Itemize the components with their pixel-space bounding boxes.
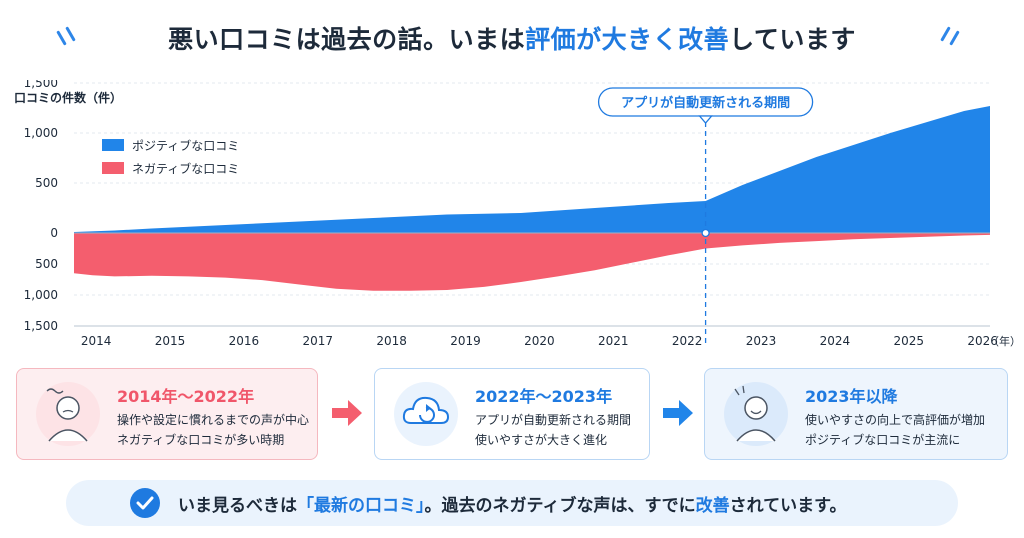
- annotation-pointer: [698, 115, 714, 124]
- worried-person-icon: [36, 382, 100, 446]
- legend-positive-label: ポジティブな口コミ: [132, 138, 239, 153]
- x-tick-label: 2023: [746, 334, 777, 348]
- x-tick-label: 2014: [81, 334, 112, 348]
- step-2-line-1: アプリが自動更新される期間: [475, 413, 632, 427]
- headline: 悪い口コミは過去の話。いまは評価が大きく改善しています: [0, 20, 1024, 56]
- x-tick-label: 2018: [376, 334, 407, 348]
- headline-text: 悪い口コミは過去の話。いまは: [168, 25, 526, 54]
- annotation-dot: [701, 228, 710, 238]
- x-ticks: 2014 2015 2016 2017 2018 2019 2020 2021 2022 2023…: [74, 325, 998, 348]
- step-2-title: 2022年～2023年: [475, 387, 613, 406]
- area-chart: 口コミの件数（件） 1,500 1,000 500 0 500 1,000 1,500 20…: [14, 80, 1021, 348]
- y-tick-label: 500: [35, 257, 58, 271]
- bottom-highlight-2: 改善: [695, 496, 730, 516]
- x-tick-label: 2021: [598, 334, 629, 348]
- legend-negative-swatch: [102, 162, 124, 174]
- x-tick-label: 2024: [820, 334, 851, 348]
- step-1-line-2: ネガティブな口コミが多い時期: [117, 433, 285, 447]
- y-axis-label: 口コミの件数（件）: [14, 90, 122, 105]
- step-1-title: 2014年～2022年: [117, 387, 255, 406]
- step-3-line-1: 使いやすさの向上で高評価が増加: [805, 413, 986, 427]
- x-tick-label: 2016: [229, 334, 260, 348]
- y-tick-label: 0: [50, 226, 58, 240]
- x-tick-label: 2015: [155, 334, 186, 348]
- annotation: アプリが自動更新される期間: [597, 87, 814, 346]
- y-tick-label: 1,500: [24, 319, 58, 333]
- step-1-line-1: 操作や設定に慣れるまでの声が中心: [117, 413, 310, 427]
- arrow-right-icon: [332, 400, 362, 426]
- legend: ポジティブな口コミ ネガティブな口コミ: [102, 138, 239, 176]
- positive-area: [74, 106, 990, 233]
- headline-highlight: 評価が大きく改善: [525, 25, 730, 54]
- x-tick-label: 2022: [672, 334, 703, 348]
- negative-area: [74, 233, 990, 291]
- cloud-update-icon: [394, 382, 458, 446]
- x-tick-label: 2019: [450, 334, 481, 348]
- bottom-highlight-1: 「最新の口コミ」: [297, 496, 425, 516]
- y-ticks: 1,500 1,000 500 0 500 1,000 1,500: [24, 80, 58, 333]
- bottom-text-2: 。過去のネガティブな声は、すでに: [424, 496, 696, 516]
- y-tick-label: 1,500: [24, 80, 58, 90]
- step-card-1: 2014年～2022年 操作や設定に慣れるまでの声が中心 ネガティブな口コミが多…: [16, 368, 318, 460]
- x-axis-unit: （年）: [988, 334, 1021, 348]
- happy-person-icon: [724, 382, 788, 446]
- y-tick-label: 500: [35, 176, 58, 190]
- x-tick-label: 2025: [893, 334, 924, 348]
- step-2-line-2: 使いやすさが大きく進化: [475, 433, 608, 447]
- annotation-label: アプリが自動更新される期間: [621, 95, 790, 111]
- check-circle-icon: [130, 488, 160, 518]
- x-tick-label: 2017: [303, 334, 334, 348]
- y-tick-label: 1,000: [24, 288, 58, 302]
- arrow-right-icon: [663, 400, 693, 426]
- bottom-message: いま見るべきは「最新の口コミ」。過去のネガティブな声は、すでに改善されています。: [178, 491, 846, 516]
- x-tick-label: 2020: [524, 334, 555, 348]
- legend-negative-label: ネガティブな口コミ: [132, 161, 239, 176]
- bottom-text-3: されています。: [729, 496, 847, 516]
- x-tick-label: 2026: [967, 334, 998, 348]
- legend-positive-swatch: [102, 139, 124, 151]
- headline-text-end: しています: [729, 25, 856, 54]
- bottom-message-bar: いま見るべきは「最新の口コミ」。過去のネガティブな声は、すでに改善されています。: [66, 480, 958, 526]
- step-card-3: 2023年以降 使いやすさの向上で高評価が増加 ポジティブな口コミが主流に: [704, 368, 1008, 460]
- step-3-title: 2023年以降: [805, 387, 898, 406]
- step-card-2: 2022年～2023年 アプリが自動更新される期間 使いやすさが大きく進化: [374, 368, 650, 460]
- step-3-line-2: ポジティブな口コミが主流に: [805, 433, 961, 447]
- y-tick-label: 1,000: [24, 126, 58, 140]
- bottom-text-1: いま見るべきは: [178, 496, 297, 516]
